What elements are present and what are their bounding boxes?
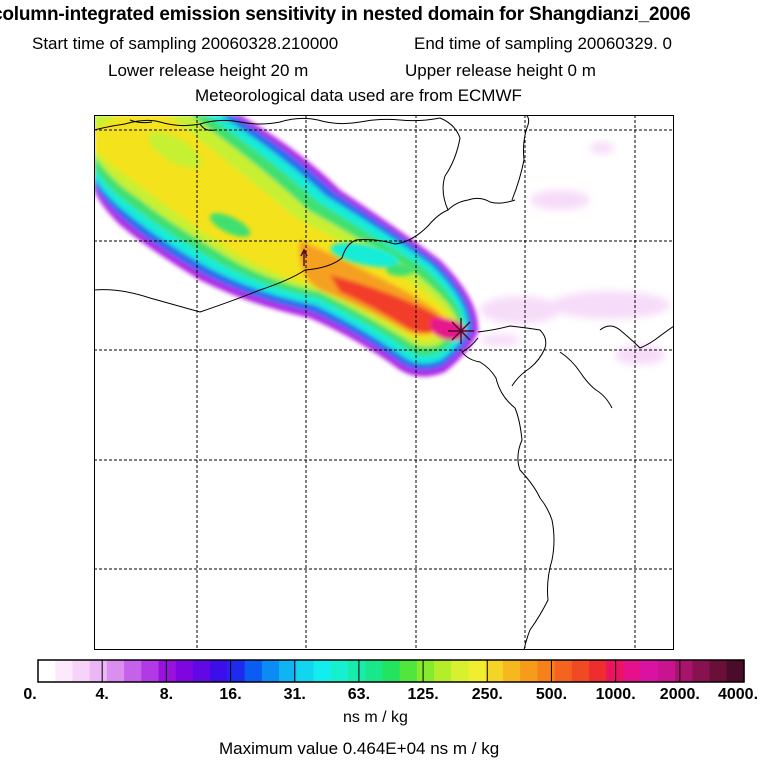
colorbar-tick-label: 1000. [595,686,636,703]
colorbar-cell [210,660,229,682]
upper-release-height: Upper release height 0 m [405,61,596,80]
colorbar-cell [124,660,142,682]
colorbar-tick-label: 250. [471,686,503,703]
coastlines [94,115,674,650]
plot-title: column-integrated emission sensitivity i… [0,4,691,25]
colorbar-tick-label: 4. [95,686,109,703]
colorbar-cell [726,660,745,682]
colorbar-cell [106,660,125,682]
emission-plume [94,115,479,377]
met-data-source: Meteorological data used are from ECMWF [195,86,522,105]
colorbar-cell [675,660,693,682]
colorbar-unit: ns m / kg [343,709,408,726]
colorbar-cell [520,660,538,682]
colorbar-cell [692,660,711,682]
colorbar-cell [485,660,504,682]
colorbar-cell [451,660,470,682]
colorbar-cell [623,660,642,682]
colorbar-cell [227,660,246,682]
colorbar-cell [589,660,607,682]
lower-release-height: Lower release height 20 m [108,61,309,80]
colorbar-outline [37,659,745,683]
map-frame [94,115,674,650]
graticule [94,115,674,650]
colorbar-tick-label: 31. [283,686,306,703]
colorbar-cell [72,660,91,682]
colorbar-cell [347,660,366,682]
colorbar-cell [640,660,659,682]
colorbar-cell [89,660,108,682]
colorbar-cell [279,660,297,682]
colorbar-tick-label: 63. [347,686,371,703]
colorbar-cell [261,660,280,682]
colorbar-cell [330,660,349,682]
colorbar-cell [554,660,573,682]
colorbar-tick-label: 0. [23,686,37,703]
colorbar-cell [296,660,315,682]
release-site-marker [300,248,474,344]
colorbar-cell [537,660,556,682]
colorbar-tick-label: 16. [219,686,242,703]
sampling-end: End time of sampling 20060329. 0 [414,34,673,53]
maximum-value: Maximum value 0.464E+04 ns m / kg [219,739,500,758]
colorbar-cell [434,660,452,682]
colorbar-cell [468,660,487,682]
colorbar-cell [141,660,160,682]
colorbar-cell [175,660,194,682]
colorbar-cell [158,660,177,682]
colorbar-cell [244,660,263,682]
colorbar-tick-label: 4000. [717,686,759,703]
colorbar-cell [657,660,676,682]
colorbar-cell [365,660,383,682]
colorbar-tick-label: 8. [159,686,174,703]
colorbar-tick-label: 2000. [659,686,700,703]
colorbar-ticks [101,660,681,682]
sampling-start: Start time of sampling 20060328.210000 [32,34,339,53]
colorbar-tick-label: 125. [407,686,439,703]
plot-area [94,115,674,650]
colorbar-cell [416,660,435,682]
colorbar-cell [709,660,728,682]
plume-detail-patches [148,131,414,276]
colorbar-cell [502,660,521,682]
colorbar-cell [399,660,418,682]
faint-sensitivity-patches [480,142,670,365]
colorbar-cell [313,660,332,682]
colorbar-cell [38,660,56,682]
colorbar-cells [38,660,745,682]
colorbar-tick-label: 500. [535,686,568,703]
colorbar-cell [382,660,401,682]
colorbar-cell [192,660,211,682]
colorbar-cell [55,660,74,682]
colorbar-cell [571,660,590,682]
